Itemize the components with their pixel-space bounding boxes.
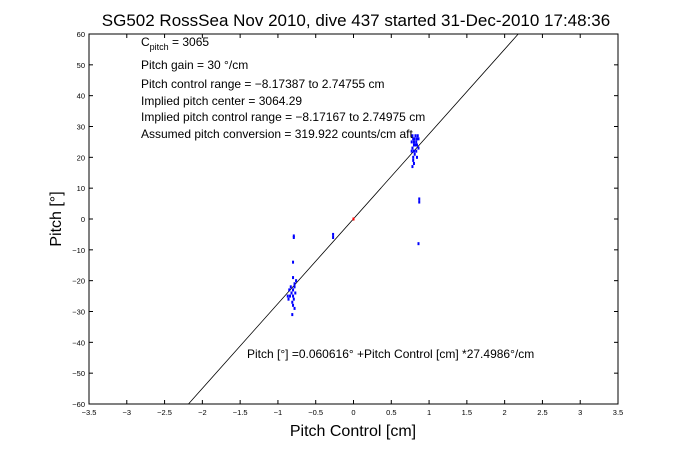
data-point — [294, 291, 297, 295]
data-point — [415, 155, 418, 159]
data-point — [412, 149, 415, 153]
y-tick-label: 60 — [77, 30, 85, 39]
data-point — [332, 232, 335, 236]
data-point — [418, 200, 421, 204]
x-tick-label: −2 — [198, 408, 207, 417]
data-point — [287, 297, 290, 301]
x-tick-label: 3.5 — [613, 408, 623, 417]
data-point — [292, 234, 295, 238]
x-tick-label: 2 — [503, 408, 507, 417]
data-point — [412, 155, 415, 159]
data-point — [292, 288, 295, 292]
data-point — [292, 276, 295, 280]
data-point — [292, 297, 295, 301]
chart-title: SG502 RossSea Nov 2010, dive 437 started… — [102, 11, 610, 30]
data-point — [332, 236, 335, 239]
annotation-c-pitch: Cpitch = 3065 — [141, 35, 209, 52]
center-point — [352, 217, 355, 221]
data-point — [295, 279, 298, 283]
y-tick-label: 50 — [77, 61, 85, 70]
data-point — [291, 300, 294, 304]
data-point — [293, 306, 296, 310]
data-point — [288, 288, 291, 292]
data-point — [411, 165, 414, 169]
data-points — [286, 134, 421, 317]
data-point — [289, 285, 292, 289]
y-tick-label: −50 — [72, 369, 85, 378]
y-tick-label: −40 — [72, 338, 85, 347]
data-point — [415, 143, 418, 147]
data-point — [414, 134, 417, 138]
data-point — [417, 242, 420, 246]
annotation-control-range: Pitch control range = −8.17387 to 2.7475… — [141, 77, 385, 91]
y-tick-label: 40 — [77, 92, 85, 101]
data-point — [413, 137, 416, 141]
data-point — [411, 146, 414, 150]
data-point — [417, 137, 420, 141]
x-tick-label: −3.5 — [82, 408, 97, 417]
data-point — [292, 236, 295, 239]
data-point — [292, 260, 295, 264]
y-tick-label: 30 — [77, 123, 85, 132]
data-point — [289, 294, 292, 298]
x-tick-label: 1.5 — [462, 408, 472, 417]
x-tick-label: −0.5 — [308, 408, 323, 417]
data-point — [412, 140, 415, 144]
data-point — [412, 137, 415, 141]
data-point — [410, 140, 413, 144]
y-tick-label: 0 — [81, 215, 85, 224]
data-point — [414, 143, 417, 147]
data-point — [293, 282, 296, 286]
x-tick-label: 3 — [578, 408, 582, 417]
x-axis-label: Pitch Control [cm] — [290, 423, 416, 440]
data-point — [286, 294, 289, 298]
data-point — [415, 149, 418, 153]
x-tick-label: 1 — [427, 408, 431, 417]
x-tick-label: 0 — [351, 408, 355, 417]
data-point — [415, 140, 418, 144]
annotation-implied-range: Implied pitch control range = −8.17167 t… — [141, 110, 425, 124]
y-axis-label: Pitch [°] — [48, 191, 65, 246]
data-point — [413, 152, 416, 156]
x-tick-label: −1 — [274, 408, 283, 417]
y-tick-label: −10 — [72, 246, 85, 255]
y-tick-label: −60 — [72, 400, 85, 409]
data-point — [290, 291, 293, 295]
data-point — [418, 197, 421, 201]
data-point — [412, 158, 415, 162]
annotation-fit-equation: Pitch [°] =0.060616° +Pitch Control [cm]… — [247, 347, 534, 361]
annotation-pitch-center: Implied pitch center = 3064.29 — [141, 94, 302, 108]
data-point — [293, 285, 296, 289]
data-point — [291, 313, 294, 317]
data-point — [412, 143, 415, 147]
data-point — [417, 146, 420, 150]
data-point — [292, 303, 295, 307]
x-tick-label: −1.5 — [233, 408, 248, 417]
y-tick-label: 20 — [77, 153, 85, 162]
data-point — [410, 149, 413, 153]
x-tick-label: 2.5 — [537, 408, 547, 417]
y-tick-label: −30 — [72, 308, 85, 317]
x-tick-label: −3 — [123, 408, 132, 417]
x-tick-label: 0.5 — [386, 408, 396, 417]
data-point — [412, 162, 415, 165]
y-tick-label: 10 — [77, 184, 85, 193]
y-tick-label: −20 — [72, 277, 85, 286]
axis-ticks: −3.5 −3 −2.5 −2 −1.5 −1 −0.5 0 0.5 1 1.5 2 2.5 3 3.5 −6… — [72, 30, 623, 417]
data-point — [416, 134, 419, 138]
data-point — [415, 137, 418, 141]
data-point — [292, 294, 295, 298]
annotation-conversion: Assumed pitch conversion = 319.922 count… — [141, 127, 413, 141]
annotation-pitch-gain: Pitch gain = 30 °/cm — [141, 58, 248, 72]
data-point — [411, 134, 414, 138]
x-tick-label: −2.5 — [157, 408, 172, 417]
